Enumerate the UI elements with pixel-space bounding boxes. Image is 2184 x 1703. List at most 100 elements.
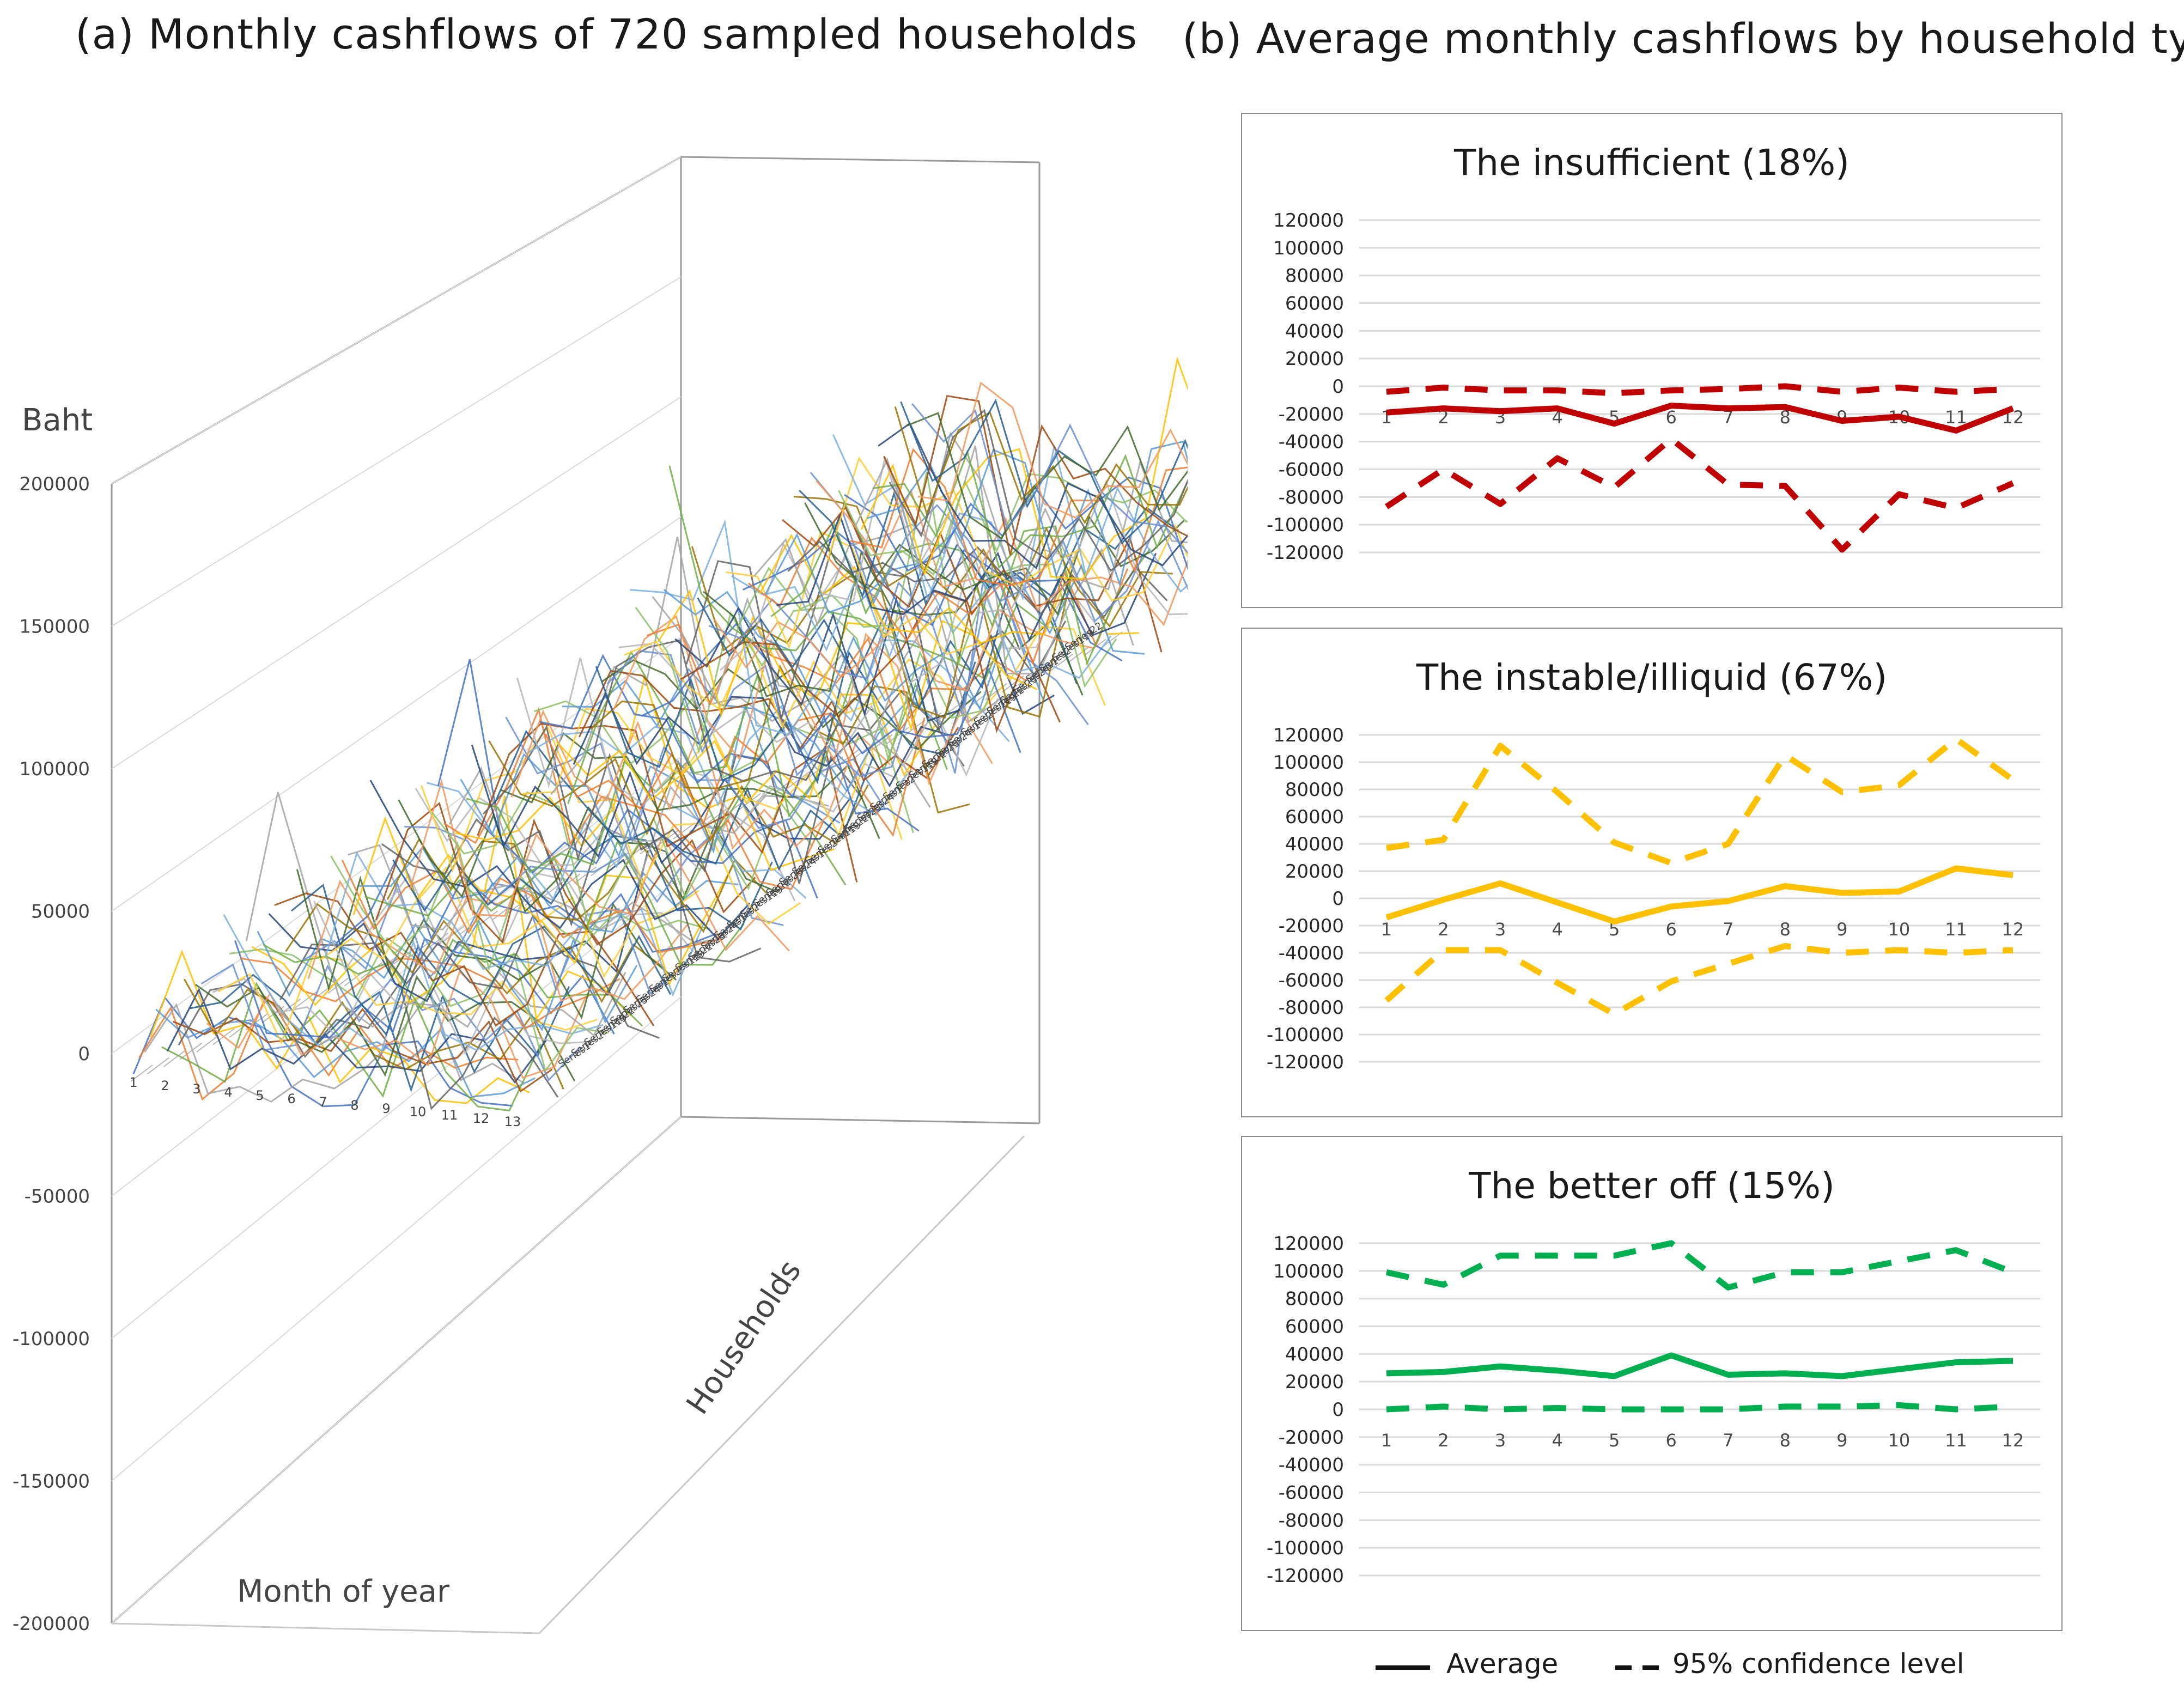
household-series-line — [381, 818, 762, 963]
household-series-line — [850, 447, 1188, 587]
y-tick-label: 100000 — [19, 758, 90, 780]
x-tick-label: 9 — [1836, 1430, 1847, 1451]
household-series-line — [889, 409, 1188, 572]
x-tick-label: 5 — [1609, 919, 1620, 940]
household-series-line — [641, 623, 1021, 755]
wall-gridline — [111, 516, 682, 912]
average-series-line — [1386, 1352, 2013, 1379]
household-series-line — [878, 422, 1188, 570]
x-tick-label: 8 — [350, 1098, 358, 1113]
depth-strip-hatch — [738, 793, 761, 811]
wall-gridline — [111, 276, 682, 627]
household-series-line — [787, 540, 1168, 619]
household-series-line — [291, 883, 672, 1037]
household-series-line — [431, 791, 813, 937]
legend-average-label: Average — [1446, 1648, 1559, 1680]
legend-average-swatch — [1376, 1665, 1430, 1670]
household-series-line — [917, 381, 1188, 519]
confidence-series-line — [1385, 1240, 2014, 1291]
x-tick-label: 7 — [1723, 407, 1733, 428]
y-tick-label: 20000 — [1285, 861, 1344, 883]
chart-insufficient: The insufficient (18%) 120000 100000 80000 6… — [1241, 113, 2063, 608]
y-tick-label: -120000 — [1267, 542, 1344, 564]
y-tick-label: 0 — [1332, 1399, 1344, 1421]
household-series-line — [494, 729, 875, 871]
household-series-line — [324, 851, 705, 997]
x-tick-label: 8 — [1780, 1430, 1791, 1451]
y-tick-label: 150000 — [19, 616, 90, 638]
chart-3d-household-cashflows: 200000 150000 100000 50000 0 -50000 -100000 -15… — [13, 156, 1188, 1635]
household-series-line — [793, 496, 1173, 628]
household-series-line — [195, 975, 576, 1082]
x-tick-label: 6 — [1666, 1430, 1677, 1451]
y-tick-label: -120000 — [1267, 1051, 1344, 1073]
y-tick-label: -60000 — [1279, 459, 1344, 481]
household-series-line — [217, 955, 598, 1045]
depth-strip-hatch — [179, 1042, 203, 1060]
household-series-line — [595, 650, 976, 784]
x-tick-label: 4 — [224, 1085, 232, 1100]
y-tick-label: 80000 — [1285, 779, 1344, 801]
y-tick-label: -40000 — [1279, 1455, 1344, 1476]
y-tick-label: 100000 — [1273, 1261, 1344, 1282]
x-tick-label: 2 — [1438, 407, 1449, 428]
x-tick-label: 1 — [1381, 1430, 1392, 1451]
household-series-line — [589, 664, 970, 814]
y-tick-label: 60000 — [1285, 806, 1344, 828]
y-tick-label: 0 — [78, 1043, 90, 1065]
depth-strip-hatch — [1001, 676, 1024, 693]
y-tick-label: -40000 — [1279, 942, 1344, 964]
chart-3d-y-ticks: 200000 150000 100000 50000 0 -50000 -100000 -15… — [13, 473, 90, 1635]
x-tick-label: 3 — [192, 1081, 200, 1097]
y-tick-label: 20000 — [1285, 1371, 1344, 1393]
household-series-line — [409, 778, 790, 952]
wall-gridline — [111, 876, 682, 1339]
x-axis-label: Month of year — [237, 1574, 450, 1609]
x-tick-label: 11 — [1945, 1430, 1967, 1451]
household-series-line — [544, 712, 926, 837]
household-series-line — [166, 988, 547, 1084]
household-series-line — [448, 766, 829, 884]
depth-strip-hatch — [196, 1035, 219, 1053]
household-series-line — [883, 394, 1188, 556]
household-series-line — [860, 356, 1188, 580]
y-tick-label: 40000 — [1285, 834, 1344, 855]
y-tick-label: -20000 — [1279, 1427, 1344, 1449]
depth-strip-hatch — [147, 1057, 169, 1075]
household-series-line — [855, 431, 1188, 591]
household-series-line — [483, 725, 863, 884]
household-series-line — [161, 981, 542, 1112]
household-series-line — [398, 799, 778, 914]
y-tick-label: 0 — [1332, 376, 1344, 398]
household-series-line — [245, 792, 626, 1037]
household-series-line — [804, 502, 1185, 616]
x-tick-label: 8 — [1780, 407, 1791, 428]
household-series-line — [894, 406, 1188, 525]
household-series-line — [149, 949, 530, 1104]
depth-strip-hatch — [1067, 646, 1090, 664]
household-series-line — [427, 782, 807, 901]
wall-bottom-edge — [111, 1116, 1040, 1625]
average-series-line — [1385, 865, 2013, 925]
x-tick-label: 6 — [1666, 407, 1677, 428]
household-series-line — [155, 1008, 536, 1098]
y-tick-label: 120000 — [1273, 725, 1344, 746]
wall-gridline — [111, 156, 682, 484]
x-tick-label: 1 — [129, 1075, 137, 1090]
household-series-line — [685, 501, 1067, 733]
depth-axis-label: Households — [680, 1254, 808, 1421]
confidence-series-line — [1384, 943, 2013, 1017]
household-series-line — [703, 550, 1084, 697]
y-tick-label: -60000 — [1279, 1482, 1344, 1504]
wall-gridline — [111, 396, 682, 769]
household-series-line — [810, 472, 1188, 623]
x-tick-label: 12 — [2002, 919, 2024, 940]
y-tick-label: 200000 — [19, 473, 90, 495]
x-tick-label: 1 — [1381, 919, 1392, 940]
confidence-series-line — [1386, 1402, 2013, 1413]
chart-instable-illiquid: The instable/illiquid (67%) 120000 100000 8… — [1241, 628, 2063, 1117]
panel-b-title: (b) Average monthly cashflows by househo… — [1182, 14, 2184, 63]
household-series-line — [341, 859, 722, 954]
y-tick-label: 40000 — [1285, 320, 1344, 342]
depth-strip-hatch — [360, 962, 383, 980]
